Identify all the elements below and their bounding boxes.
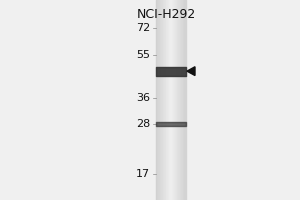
Text: 55: 55 [136,50,150,60]
Text: 36: 36 [136,93,150,103]
Text: NCI-H292: NCI-H292 [136,8,196,21]
Polygon shape [187,67,195,76]
Text: 28: 28 [136,119,150,129]
Text: 17: 17 [136,169,150,179]
Text: 72: 72 [136,23,150,33]
